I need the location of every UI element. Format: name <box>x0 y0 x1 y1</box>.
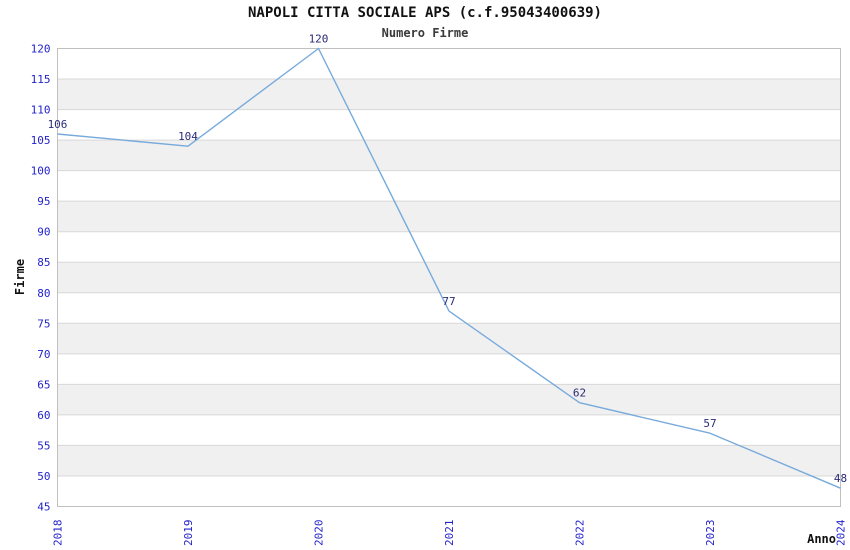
x-tick-label: 2024 <box>835 519 848 546</box>
y-tick-label: 55 <box>37 439 50 452</box>
data-point-label: 104 <box>178 130 198 143</box>
y-tick-label: 110 <box>31 104 51 117</box>
y-tick-label: 65 <box>37 378 50 391</box>
chart-subtitle: Numero Firme <box>381 26 469 40</box>
background-band <box>57 445 841 476</box>
y-tick-label: 80 <box>37 287 50 300</box>
x-tick-label: 2022 <box>574 520 587 547</box>
background-band <box>57 323 841 354</box>
y-tick-label: 75 <box>37 317 50 330</box>
background-band <box>57 79 841 110</box>
x-tick-label: 2023 <box>704 520 717 547</box>
data-point-label: 77 <box>442 295 455 308</box>
y-tick-label: 70 <box>37 348 50 361</box>
background-band <box>57 201 841 232</box>
background-band <box>57 262 841 293</box>
chart-title: NAPOLI CITTA SOCIALE APS (c.f.9504340063… <box>247 5 602 21</box>
y-tick-label: 120 <box>31 43 51 56</box>
chart-line <box>57 47 841 489</box>
data-point-label: 62 <box>573 387 586 400</box>
y-tick-label: 90 <box>37 226 50 239</box>
y-tick-label: 85 <box>37 256 50 269</box>
y-tick-label: 60 <box>37 409 50 422</box>
y-tick-label: 50 <box>37 470 50 483</box>
y-tick-label: 45 <box>37 501 50 514</box>
y-tick-label: 115 <box>31 73 51 86</box>
x-tick-label: 2021 <box>443 520 456 547</box>
x-tick-label: 2019 <box>182 520 195 547</box>
x-tick-label: 2018 <box>52 520 65 547</box>
background-band <box>57 384 841 415</box>
data-point-label: 106 <box>48 118 68 131</box>
y-tick-label: 105 <box>31 134 51 147</box>
x-tick-label: 2020 <box>313 520 326 547</box>
y-tick-label: 95 <box>37 195 50 208</box>
y-tick-label: 100 <box>31 165 51 178</box>
y-axis-title: Firme <box>13 259 27 295</box>
data-point-label: 120 <box>309 33 329 46</box>
background-band <box>57 140 841 171</box>
data-point-label: 48 <box>834 472 847 485</box>
plot-border <box>57 48 841 507</box>
x-axis-title: Anno <box>807 532 836 546</box>
data-point-label: 57 <box>703 417 716 430</box>
